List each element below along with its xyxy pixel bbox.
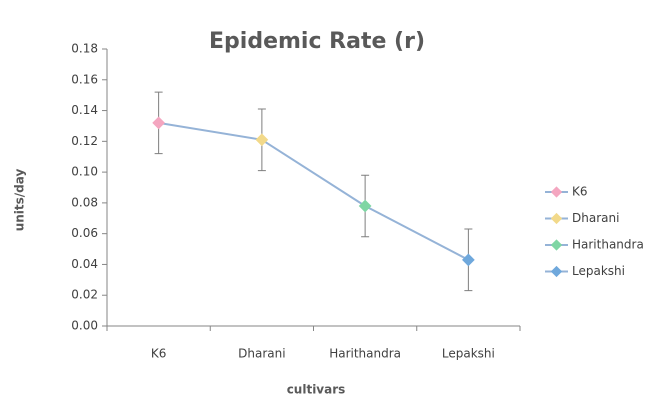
legend-marker <box>550 212 563 225</box>
y-tick-label: 0.10 <box>71 165 98 179</box>
marker <box>152 116 165 130</box>
legend-marker <box>550 186 563 198</box>
y-tick-label: 0.02 <box>71 288 98 302</box>
x-tick-label: Harithandra <box>329 347 401 361</box>
marker <box>255 133 269 147</box>
marker <box>462 253 475 267</box>
y-tick-label: 0.04 <box>71 257 98 271</box>
x-tick-label: Lepakshi <box>442 347 495 361</box>
y-tick-label: 0.18 <box>71 42 98 56</box>
y-tick-label: 0.08 <box>71 195 98 209</box>
y-tick-label: 0.12 <box>71 134 98 148</box>
x-tick-label: K6 <box>151 347 167 361</box>
legend-marker <box>550 265 563 278</box>
y-tick-label: 0.00 <box>71 319 98 333</box>
x-tick-label: Dharani <box>238 347 285 361</box>
chart-title: Epidemic Rate (r) <box>209 29 425 54</box>
legend-label: Harithandra <box>572 238 644 252</box>
legend-marker <box>550 239 563 251</box>
y-tick-label: 0.16 <box>71 72 98 86</box>
series-line <box>158 121 469 261</box>
marker <box>358 199 372 213</box>
legend-label: Lepakshi <box>572 264 625 278</box>
legend-label: Dharani <box>572 211 619 225</box>
legend-label: K6 <box>572 185 588 199</box>
y-tick-label: 0.06 <box>71 226 98 240</box>
y-axis-label: units/day <box>13 169 27 232</box>
y-tick-label: 0.14 <box>71 103 98 117</box>
x-axis-label: cultivars <box>287 383 346 397</box>
